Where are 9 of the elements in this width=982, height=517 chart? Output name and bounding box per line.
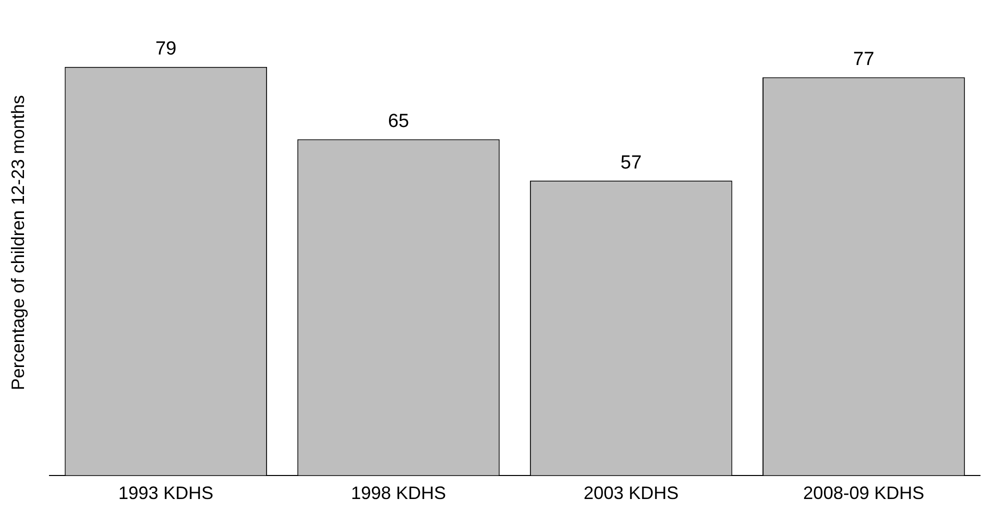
- data-label: 57: [620, 152, 642, 174]
- x-tick-label: 1998 KDHS: [350, 483, 446, 504]
- data-label: 65: [388, 111, 410, 132]
- x-tick-label: 2003 KDHS: [584, 483, 679, 504]
- y-axis-title: Percentage of children 12-23 months: [8, 95, 28, 390]
- data-label: 79: [155, 38, 176, 60]
- data-label: 77: [853, 48, 874, 70]
- x-tick-label: 1993 KDHS: [118, 483, 214, 504]
- x-tick-label: 2008-09 KDHS: [803, 483, 924, 504]
